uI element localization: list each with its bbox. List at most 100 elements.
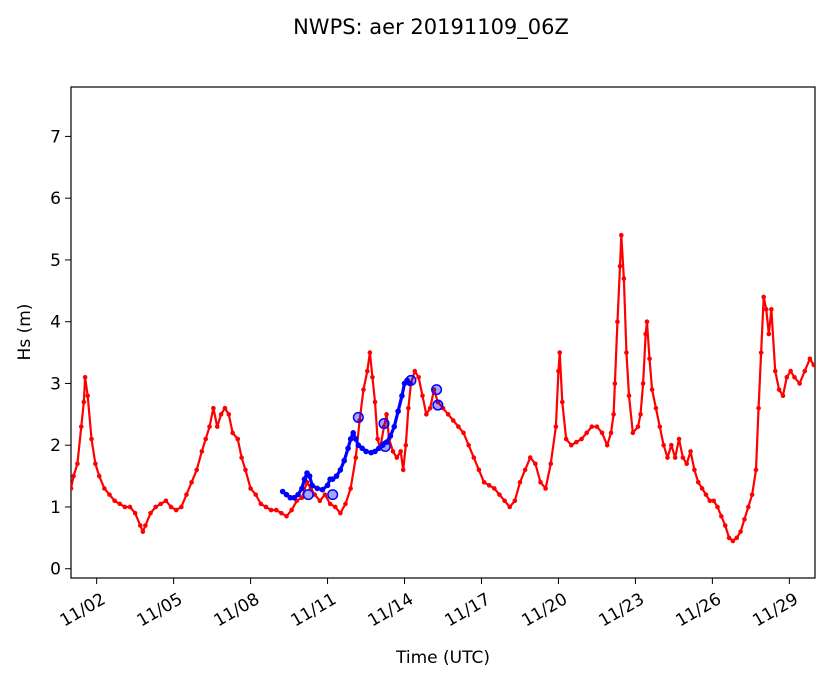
observed-point <box>719 513 724 519</box>
observed-point <box>143 523 148 528</box>
observed-point <box>284 513 289 519</box>
y-tick-label: 1 <box>50 498 61 518</box>
observed-point <box>699 486 705 491</box>
observed-point <box>384 412 389 417</box>
observed-point <box>327 501 333 507</box>
observed-point <box>608 430 614 436</box>
observed-point <box>168 504 174 510</box>
observed-point <box>802 368 808 374</box>
y-tick-label: 2 <box>50 436 61 456</box>
observed-point <box>497 492 502 497</box>
observed-point <box>763 307 769 312</box>
observed-point <box>553 424 559 429</box>
observed-point <box>594 424 600 429</box>
observed-point <box>688 449 693 454</box>
x-tick-label: 11/29 <box>749 589 801 631</box>
observed-point <box>811 362 815 368</box>
observed-point <box>638 412 643 417</box>
forecast-point <box>314 485 321 492</box>
observed-point <box>589 424 595 429</box>
observed-point <box>226 412 232 417</box>
observed-point <box>173 507 179 513</box>
observed-point <box>96 473 102 479</box>
observed-point <box>127 504 133 510</box>
observed-point <box>756 405 761 411</box>
observed-point <box>538 479 543 485</box>
observed-point <box>726 535 732 541</box>
forecast-point <box>324 482 331 489</box>
observed-point <box>695 479 701 485</box>
observed-point <box>647 356 652 362</box>
x-tick-label: 11/05 <box>134 589 186 631</box>
x-tick-label: 11/08 <box>211 589 263 631</box>
observed-point <box>734 535 740 541</box>
observed-point <box>258 501 264 507</box>
observed-point <box>612 381 618 386</box>
observed-point <box>471 455 477 460</box>
forecast-point <box>291 494 298 501</box>
observed-point <box>556 368 561 374</box>
observed-point <box>263 504 269 510</box>
observed-point <box>626 393 632 399</box>
observed-point <box>749 492 755 497</box>
observed-point <box>412 368 418 374</box>
observed-point <box>299 495 305 501</box>
forecast-point <box>333 473 340 479</box>
observed-point <box>761 294 766 300</box>
observed-point <box>512 498 518 504</box>
x-tick-label: 11/02 <box>57 589 109 631</box>
observed-point <box>548 461 554 467</box>
observed-point <box>93 461 98 467</box>
observed-point <box>75 461 80 467</box>
observed-point <box>730 538 736 544</box>
observed-point <box>332 504 338 510</box>
y-tick-label: 5 <box>50 251 61 271</box>
observed-point <box>403 442 409 448</box>
observed-point <box>784 374 790 380</box>
observed-point <box>367 350 373 355</box>
observed-point <box>317 498 323 504</box>
observed-point <box>89 436 94 442</box>
observed-point <box>772 368 778 374</box>
observed-point <box>343 501 348 507</box>
forecast-marker <box>432 399 444 411</box>
observed-point <box>676 436 682 442</box>
observed-point <box>522 467 528 473</box>
observed-point <box>758 350 764 355</box>
plot-area <box>70 86 816 579</box>
observed-point <box>653 405 659 411</box>
observed-point <box>71 473 76 479</box>
forecast-point <box>387 433 394 439</box>
forecast-marker <box>405 374 417 386</box>
observed-point <box>722 523 728 528</box>
observed-point <box>533 461 538 467</box>
observed-point <box>665 455 670 460</box>
observed-point <box>738 529 743 534</box>
x-tick-label: 11/17 <box>442 589 494 631</box>
y-tick-label: 4 <box>50 313 61 333</box>
observed-point <box>624 350 629 355</box>
observed-point <box>222 405 228 411</box>
forecast-point <box>306 473 313 479</box>
observed-point <box>517 479 523 485</box>
forecast-point <box>359 445 365 452</box>
forecast-point <box>301 476 308 482</box>
observed-point <box>361 387 366 392</box>
forecast-point <box>347 436 354 442</box>
x-tick-label: 11/26 <box>672 589 724 631</box>
observed-point <box>680 455 686 460</box>
forecast-point <box>355 442 362 449</box>
y-tick-label: 6 <box>50 189 61 209</box>
observed-point <box>711 498 716 504</box>
observed-point <box>268 507 274 513</box>
observed-point <box>348 486 353 491</box>
forecast-point <box>299 485 305 492</box>
observed-point <box>584 430 589 436</box>
observed-point <box>184 492 189 497</box>
observed-point <box>703 492 709 497</box>
observed-line <box>71 234 815 543</box>
observed-point <box>243 467 248 473</box>
series-layer <box>71 232 815 544</box>
observed-point <box>635 424 641 429</box>
observed-point <box>557 350 563 355</box>
